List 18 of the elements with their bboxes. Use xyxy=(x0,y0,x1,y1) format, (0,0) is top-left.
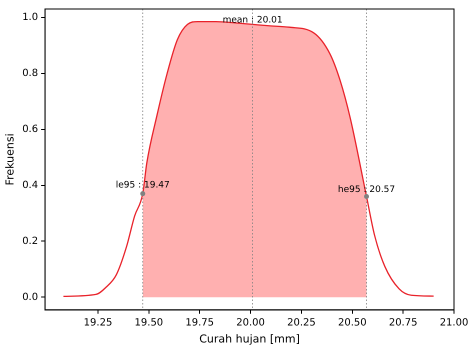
x-tick-label: 19.25 xyxy=(84,317,112,328)
x-axis-title: Curah hujan [mm] xyxy=(199,332,300,346)
y-tick-label: 0.0 xyxy=(22,292,38,303)
y-tick-label: 0.4 xyxy=(22,180,38,191)
x-tick-label: 19.75 xyxy=(185,317,214,328)
x-tick-label: 19.50 xyxy=(134,317,164,328)
x-tick-label: 20.25 xyxy=(287,317,316,328)
y-axis-title: Frekuensi xyxy=(3,133,16,186)
y-tick-label: 0.8 xyxy=(22,68,38,79)
y-tick-label: 0.2 xyxy=(22,236,38,247)
x-tick-label: 20.50 xyxy=(338,317,367,328)
x-tick-label: 21.00 xyxy=(440,317,468,328)
y-tick-label: 0.6 xyxy=(22,124,38,135)
x-tick-label: 20.75 xyxy=(388,317,418,328)
x-tick-label: 20.00 xyxy=(236,317,265,328)
y-tick-label: 1.0 xyxy=(22,12,38,23)
annotation: le95 : 19.47 xyxy=(116,180,170,191)
annotation: he95 : 20.57 xyxy=(338,184,396,195)
